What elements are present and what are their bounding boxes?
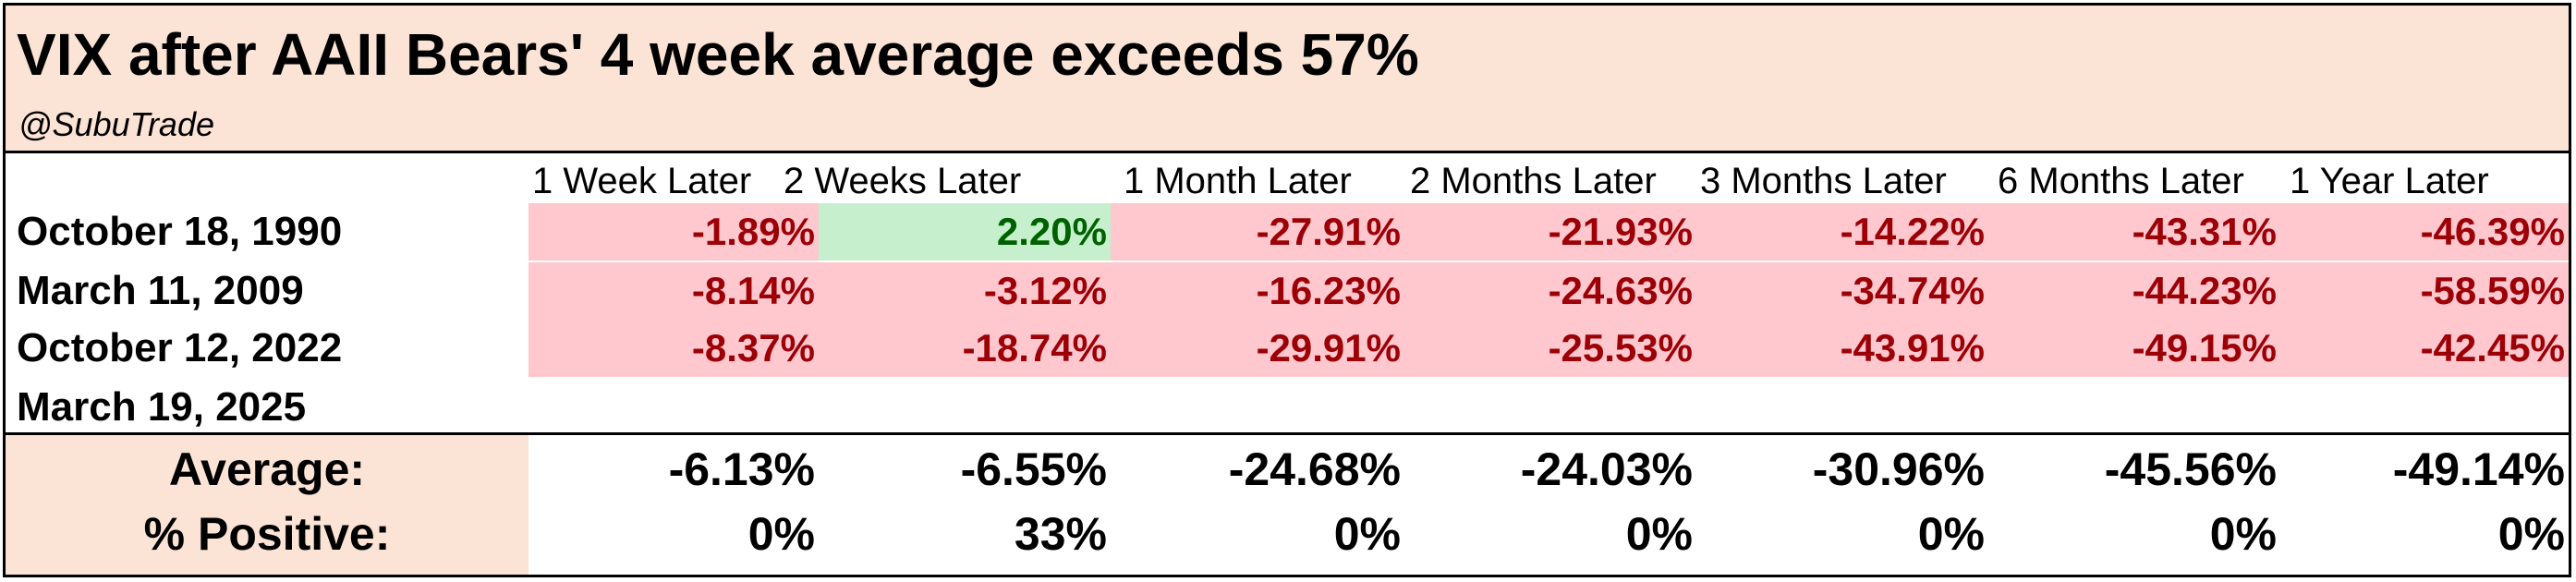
row-label: October 12, 2022 <box>17 325 343 370</box>
summary-cell: -30.96% <box>1812 443 1985 495</box>
summary-cell: -6.55% <box>960 443 1107 495</box>
table-cell: -8.14% <box>691 269 815 312</box>
column-headers: 1 Week Later 2 Weeks Later 1 Month Later 2 … <box>6 153 2569 209</box>
summary-row: % Positive: 0% 33% 0% 0% 0% 0% 0% <box>6 500 2569 566</box>
summary-cell: -45.56% <box>2104 443 2277 495</box>
column-header: 2 Weeks Later <box>784 161 1022 201</box>
table-cell: -3.12% <box>983 269 1107 312</box>
table-cell: -42.45% <box>2420 326 2565 370</box>
table-cell: -24.63% <box>1548 269 1693 312</box>
table-row: October 18, 1990 -1.89% 2.20% -27.91% -21.93… <box>6 203 2569 261</box>
table-cell: -43.31% <box>2132 210 2277 253</box>
header: VIX after AAII Bears' 4 week average exc… <box>6 6 2569 153</box>
summary-cell: 0% <box>747 508 815 560</box>
row-label: October 18, 1990 <box>17 209 343 254</box>
table-cell: -49.15% <box>2132 326 2277 370</box>
row-highlight <box>529 262 2569 320</box>
table-cell: -34.74% <box>1840 269 1985 312</box>
summary-cell: 0% <box>2497 508 2565 560</box>
summary-cell: 33% <box>1014 508 1107 560</box>
table-cell: -44.23% <box>2132 269 2277 312</box>
table-cell: -14.22% <box>1840 210 1985 253</box>
subtitle: @SubuTrade <box>18 105 214 143</box>
table-cell: -16.23% <box>1256 269 1401 312</box>
column-header: 1 Year Later <box>2290 161 2489 201</box>
summary-cell: -49.14% <box>2392 443 2565 495</box>
summary-row: Average: -6.13% -6.55% -24.68% -24.03% -30.96… <box>6 435 2569 502</box>
column-header: 1 Week Later <box>532 161 752 201</box>
table-row: October 12, 2022 -8.37% -18.74% -29.91% -25.… <box>6 320 2569 377</box>
row-highlight <box>529 320 2569 377</box>
summary-cell: -24.03% <box>1520 443 1693 495</box>
table-cell: -18.74% <box>962 326 1107 370</box>
table-row: March 11, 2009 -8.14% -3.12% -16.23% -24.63%… <box>6 262 2569 320</box>
table-cell: 2.20% <box>819 203 1111 261</box>
table-frame: VIX after AAII Bears' 4 week average exc… <box>3 3 2571 577</box>
table-row: March 19, 2025 <box>6 379 2569 436</box>
table-cell: -27.91% <box>1256 210 1401 253</box>
column-header: 3 Months Later <box>1700 161 1947 201</box>
table-cell: -58.59% <box>2420 269 2565 312</box>
summary-cell: -24.68% <box>1228 443 1401 495</box>
row-label: March 11, 2009 <box>17 268 304 313</box>
summary-cell: 0% <box>2209 508 2277 560</box>
column-header: 6 Months Later <box>1998 161 2244 201</box>
table-cell: -29.91% <box>1256 326 1401 370</box>
summary-label: Average: <box>168 443 366 495</box>
column-header: 2 Months Later <box>1410 161 1657 201</box>
table-cell: -21.93% <box>1548 210 1693 253</box>
summary-cell: 0% <box>1625 508 1693 560</box>
page-title: VIX after AAII Bears' 4 week average exc… <box>17 21 1419 88</box>
summary-cell: 0% <box>1917 508 1985 560</box>
table-cell: -43.91% <box>1840 326 1985 370</box>
summary-cell: 0% <box>1333 508 1401 560</box>
row-label: March 19, 2025 <box>17 384 307 430</box>
table-cell: -1.89% <box>691 210 815 253</box>
column-header: 1 Month Later <box>1124 161 1352 201</box>
summary-cell: -6.13% <box>668 443 815 495</box>
table-cell: -8.37% <box>691 326 815 370</box>
summary-label-background <box>6 435 529 575</box>
table-cell: -46.39% <box>2420 210 2565 253</box>
summary-label: % Positive: <box>143 508 391 560</box>
summary-section: Average: -6.13% -6.55% -24.68% -24.03% -30.96… <box>6 432 2569 575</box>
table-cell: -25.53% <box>1548 326 1693 370</box>
